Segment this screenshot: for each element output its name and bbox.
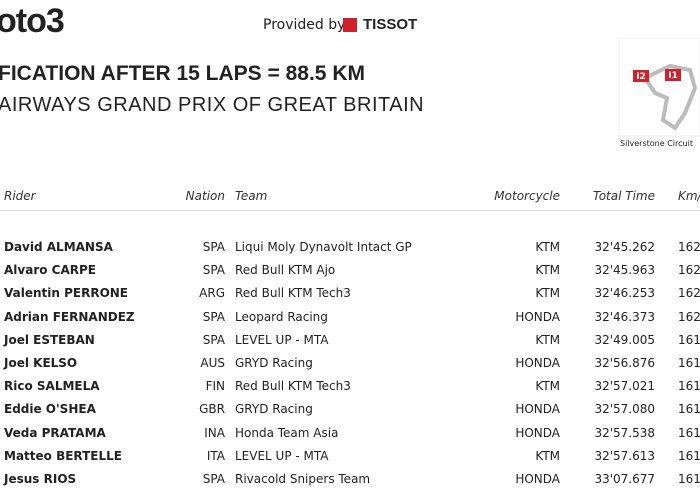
team: GRYD Racing	[235, 402, 313, 417]
speed: 161	[678, 448, 700, 463]
motorcycle: HONDA	[515, 356, 560, 370]
nation: SPA	[202, 472, 225, 486]
map-label: I2	[636, 72, 646, 82]
team: Red Bull KTM Ajo	[235, 263, 336, 278]
motorcycle: HONDA	[515, 309, 560, 324]
subtitle: AIRWAYS GRAND PRIX OF GREAT BRITAIN	[0, 94, 425, 116]
rider: Rico SALMELA	[4, 379, 100, 394]
circuit-map: I2 I1	[618, 38, 700, 137]
team: LEVEL UP - MTA	[235, 332, 329, 347]
track	[642, 63, 698, 131]
team: Red Bull KTM Tech3	[235, 379, 351, 394]
sponsor-icon	[343, 18, 357, 32]
team: LEVEL UP - MTA	[235, 448, 329, 463]
team: Honda Team Asia	[235, 425, 339, 440]
speed: 161	[678, 472, 700, 486]
rider: Joel KELSO	[4, 356, 78, 370]
nation: ITA	[206, 448, 225, 463]
total-time: 32'57.613	[594, 448, 655, 463]
nation: GBR	[199, 402, 225, 417]
motorcycle: KTM	[535, 263, 560, 278]
separator	[0, 210, 700, 211]
team: GRYD Racing	[235, 356, 313, 370]
rider: Adrian FERNANDEZ	[4, 309, 135, 324]
nation: SPA	[202, 332, 225, 347]
sector-box	[633, 70, 649, 82]
speed: 162	[678, 286, 700, 301]
total-time: 32'45.262	[594, 240, 655, 254]
total-time: 32'56.876	[594, 356, 655, 370]
speed: 161	[678, 425, 700, 440]
motorcycle: HONDA	[515, 472, 560, 486]
motorcycle: KTM	[535, 240, 560, 254]
rider: Valentin PERRONE	[4, 286, 129, 301]
motorcycle: KTM	[535, 286, 560, 301]
motorcycle: KTM	[535, 448, 560, 463]
nation: SPA	[202, 309, 225, 324]
team: Rivacold Snipers Team	[235, 472, 371, 486]
speed: 162	[678, 263, 700, 278]
rider: Matteo BERTELLE	[4, 448, 122, 463]
column-header: Total Time	[592, 189, 655, 203]
motorcycle: KTM	[535, 379, 560, 394]
title: FICATION AFTER 15 LAPS = 88.5 KM	[0, 62, 365, 85]
nation: SPA	[202, 240, 225, 254]
total-time: 32'57.538	[594, 425, 655, 440]
column-header: Rider	[4, 189, 36, 203]
nation: ARG	[199, 286, 225, 301]
total-time: 32'57.080	[594, 402, 655, 417]
nation: INA	[204, 425, 225, 440]
map-frame	[618, 38, 700, 137]
speed: 161	[678, 332, 700, 347]
rider: Eddie O'SHEA	[4, 402, 96, 417]
nation: SPA	[202, 263, 225, 278]
rider: Alvaro CARPE	[4, 263, 96, 278]
motorcycle: HONDA	[515, 425, 560, 440]
speed: 161	[678, 379, 700, 394]
nation: AUS	[200, 356, 225, 370]
rider: Jesus RIOS	[4, 472, 77, 486]
column-header: Km/	[678, 189, 700, 203]
speed: 162	[678, 309, 700, 324]
motorcycle: HONDA	[515, 402, 560, 417]
total-time: 32'57.021	[594, 379, 655, 394]
total-time: 33'07.677	[594, 472, 655, 486]
team: Leopard Racing	[235, 309, 328, 324]
column-header: Team	[235, 189, 268, 203]
sector-box	[665, 69, 681, 81]
speed: 161	[678, 356, 700, 370]
total-time: 32'46.253	[594, 286, 655, 301]
rider: Veda PRATAMA	[4, 425, 106, 440]
rider: David ALMANSA	[4, 240, 113, 254]
logo: oto3	[0, 2, 65, 40]
column-header: Motorcycle	[494, 189, 560, 203]
motorcycle: KTM	[535, 332, 560, 347]
total-time: 32'49.005	[594, 332, 655, 347]
total-time: 32'46.373	[594, 309, 655, 324]
total-time: 32'45.963	[594, 263, 655, 278]
nation: FIN	[205, 379, 225, 394]
sponsor: TISSOT	[363, 16, 418, 33]
map-caption: Silverstone Circuit	[620, 139, 693, 148]
speed: 162	[678, 240, 700, 254]
team: Liqui Moly Dynavolt Intact GP	[235, 240, 412, 254]
speed: 161	[678, 402, 700, 417]
provided-by: Provided by	[263, 17, 346, 33]
column-header: Nation	[185, 189, 225, 203]
map-label: I1	[668, 71, 678, 81]
rider: Joel ESTEBAN	[4, 332, 95, 347]
team: Red Bull KTM Tech3	[235, 286, 351, 301]
